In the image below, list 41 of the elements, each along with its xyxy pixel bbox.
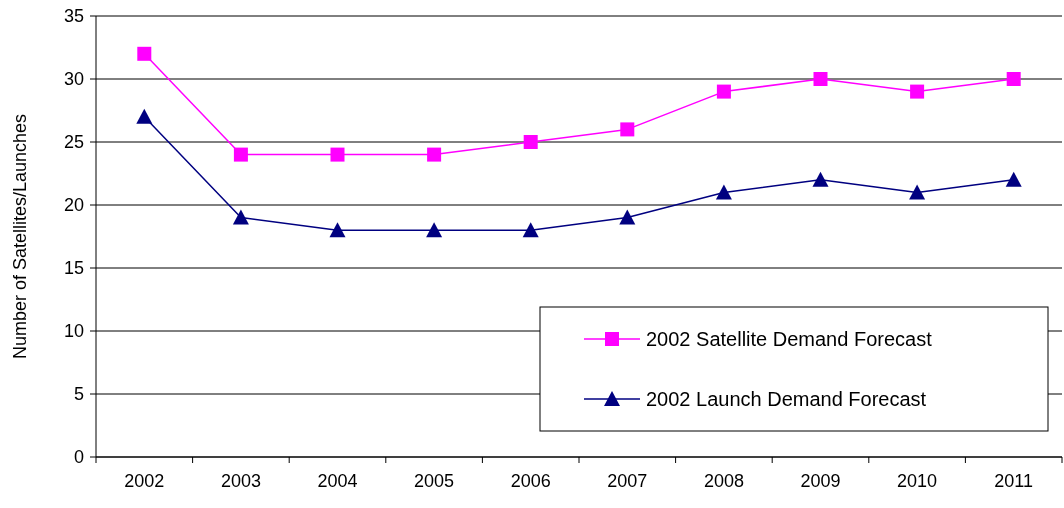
- y-tick-label: 0: [73, 447, 84, 468]
- point: [715, 184, 732, 200]
- point: [233, 147, 248, 162]
- point: [426, 222, 443, 238]
- x-tick-label: 2002: [124, 471, 165, 491]
- x-tick-label: 2006: [510, 471, 551, 491]
- point: [910, 84, 925, 99]
- legend-label: 2002 Launch Demand Forecast: [646, 388, 927, 410]
- point: [329, 222, 346, 238]
- x-tick-label: 2004: [317, 471, 358, 491]
- x-tick-label: 2009: [800, 471, 841, 491]
- x-tick-label: 2011: [994, 471, 1034, 491]
- point: [909, 184, 926, 200]
- y-tick-label: 5: [73, 384, 84, 405]
- y-axis-title: Number of Satellites/Launches: [10, 113, 30, 360]
- y-tick-label: 35: [63, 6, 84, 27]
- y-tick-label: 15: [63, 258, 84, 279]
- point: [813, 72, 828, 86]
- point: [522, 222, 539, 238]
- point: [232, 209, 249, 225]
- y-tick-label: 20: [63, 195, 84, 216]
- point: [619, 209, 636, 225]
- x-tick-label: 2010: [897, 471, 938, 491]
- x-tick-label: 2007: [607, 471, 648, 491]
- point: [620, 122, 635, 137]
- y-tick-label: 10: [63, 321, 84, 342]
- point: [812, 171, 829, 187]
- x-tick-label: 2008: [703, 471, 744, 491]
- point: [523, 135, 538, 149]
- x-tick-label: 2005: [414, 471, 455, 491]
- point: [137, 46, 152, 61]
- y-tick-label: 25: [63, 132, 84, 153]
- legend-label: 2002 Satellite Demand Forecast: [646, 328, 933, 350]
- point: [427, 147, 442, 162]
- point: [1006, 72, 1021, 86]
- point: [136, 108, 153, 124]
- point: [330, 147, 345, 162]
- point: [716, 84, 731, 99]
- y-tick-label: 30: [63, 69, 84, 90]
- point: [1005, 171, 1022, 187]
- x-tick-label: 2003: [220, 471, 261, 491]
